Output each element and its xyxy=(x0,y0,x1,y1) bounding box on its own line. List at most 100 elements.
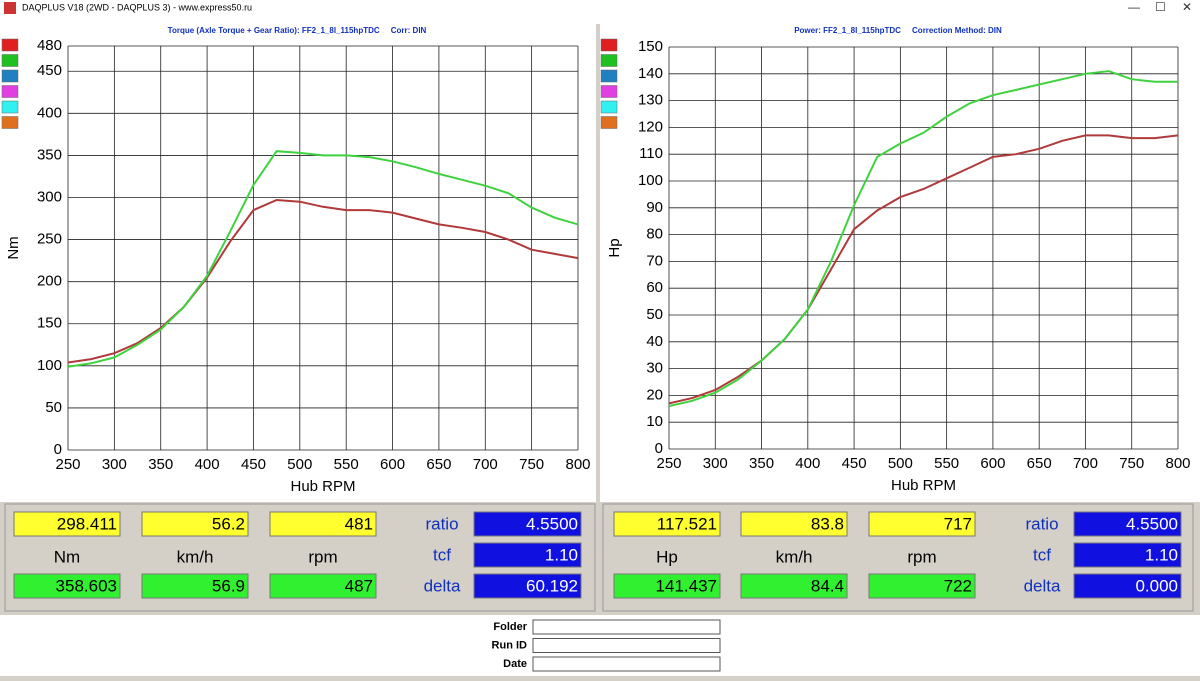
param-value: 1.10 xyxy=(1145,545,1178,564)
x-tick-label: 450 xyxy=(842,455,867,472)
series-swatch[interactable] xyxy=(600,69,618,83)
x-tick-label: 650 xyxy=(1027,455,1052,472)
y-tick-label: 350 xyxy=(37,146,62,163)
x-tick-label: 450 xyxy=(241,456,266,473)
form-label: Run ID xyxy=(492,639,527,651)
x-tick-label: 700 xyxy=(1073,455,1098,472)
series-swatch[interactable] xyxy=(1,54,19,67)
maximize-button[interactable]: ☐ xyxy=(1155,0,1166,14)
param-value: 4.5500 xyxy=(1126,514,1178,533)
value-text: 56.9 xyxy=(212,576,245,595)
x-tick-label: 350 xyxy=(749,455,774,472)
window-title: DAQPLUS V18 (2WD - DAQPLUS 3) - www.expr… xyxy=(22,2,252,12)
param-box xyxy=(473,573,582,599)
y-tick-label: 400 xyxy=(37,104,62,121)
series-swatch[interactable] xyxy=(600,54,618,67)
x-tick-label: 400 xyxy=(795,455,820,472)
series-swatch[interactable] xyxy=(1,38,19,52)
y-tick-label: 150 xyxy=(37,315,62,332)
series-line xyxy=(67,150,579,368)
series-line xyxy=(67,198,579,364)
form-input[interactable] xyxy=(532,656,721,672)
value-box xyxy=(613,511,721,537)
x-tick-label: 550 xyxy=(934,455,959,472)
value-text: 56.2 xyxy=(212,514,245,533)
y-tick-label: 450 xyxy=(37,62,62,79)
form-input[interactable] xyxy=(532,638,721,653)
param-box xyxy=(1073,542,1182,568)
app-icon xyxy=(4,2,16,14)
series-swatch[interactable] xyxy=(600,38,618,52)
y-tick-label: 50 xyxy=(45,399,62,416)
x-tick-label: 300 xyxy=(703,455,728,472)
param-box xyxy=(1073,573,1182,599)
series-swatch[interactable] xyxy=(600,116,618,129)
title-bar xyxy=(0,0,1200,24)
series-swatch[interactable] xyxy=(1,69,19,83)
value-box xyxy=(740,511,848,537)
value-box xyxy=(141,573,249,599)
x-tick-label: 250 xyxy=(656,455,681,472)
minimize-button[interactable]: — xyxy=(1128,0,1140,14)
x-tick-label: 500 xyxy=(888,455,913,472)
series-swatch[interactable] xyxy=(1,116,19,129)
unit-label: rpm xyxy=(907,547,936,566)
y-axis-label: Hp xyxy=(606,238,623,257)
x-tick-label: 500 xyxy=(287,456,312,473)
param-label: delta xyxy=(1024,576,1061,595)
unit-label: rpm xyxy=(308,547,337,566)
x-tick-label: 750 xyxy=(1119,455,1144,472)
param-label: tcf xyxy=(1033,545,1051,564)
value-text: 481 xyxy=(345,514,373,533)
value-box xyxy=(269,511,377,537)
param-value: 60.192 xyxy=(526,576,578,595)
value-box xyxy=(13,511,121,537)
y-tick-label: 50 xyxy=(646,306,663,323)
x-tick-label: 350 xyxy=(148,456,173,473)
y-tick-label: 130 xyxy=(638,92,663,109)
value-box xyxy=(613,573,721,599)
form-label: Date xyxy=(503,658,527,670)
splitter xyxy=(596,24,600,502)
value-text: 717 xyxy=(944,514,972,533)
value-text: 141.437 xyxy=(656,576,717,595)
x-tick-label: 750 xyxy=(519,456,544,473)
value-box xyxy=(269,573,377,599)
value-text: 117.521 xyxy=(657,514,717,533)
param-box xyxy=(473,511,582,537)
y-tick-label: 200 xyxy=(37,273,62,290)
value-text: 487 xyxy=(345,576,373,595)
x-axis-label: Hub RPM xyxy=(891,477,956,494)
y-tick-label: 0 xyxy=(54,441,62,458)
unit-label: km/h xyxy=(177,547,214,566)
y-tick-label: 300 xyxy=(37,188,62,205)
x-tick-label: 800 xyxy=(565,456,590,473)
form-label: Folder xyxy=(493,621,527,633)
param-box xyxy=(1073,511,1182,537)
series-swatch[interactable] xyxy=(600,100,618,114)
param-label: delta xyxy=(424,576,461,595)
close-button[interactable]: ✕ xyxy=(1182,0,1192,14)
value-text: 358.603 xyxy=(56,576,117,595)
value-box xyxy=(141,511,249,537)
series-swatch[interactable] xyxy=(1,85,19,98)
y-tick-label: 150 xyxy=(638,38,663,55)
chart-title: Torque (Axle Torque + Gear Ratio): FF2_1… xyxy=(168,26,427,35)
y-tick-label: 140 xyxy=(638,65,663,82)
y-tick-label: 40 xyxy=(646,333,663,350)
x-tick-label: 300 xyxy=(102,456,127,473)
form-input[interactable] xyxy=(532,619,721,635)
param-label: tcf xyxy=(433,545,451,564)
x-tick-label: 400 xyxy=(195,456,220,473)
y-axis-label: Nm xyxy=(5,236,22,259)
y-tick-label: 90 xyxy=(646,199,663,216)
param-label: ratio xyxy=(425,514,458,533)
series-swatch[interactable] xyxy=(600,85,618,98)
x-axis-label: Hub RPM xyxy=(290,478,355,495)
value-text: 722 xyxy=(944,576,972,595)
series-swatch[interactable] xyxy=(1,100,19,114)
unit-label: Nm xyxy=(54,547,80,566)
y-tick-label: 10 xyxy=(646,413,663,430)
param-value: 1.10 xyxy=(545,545,578,564)
